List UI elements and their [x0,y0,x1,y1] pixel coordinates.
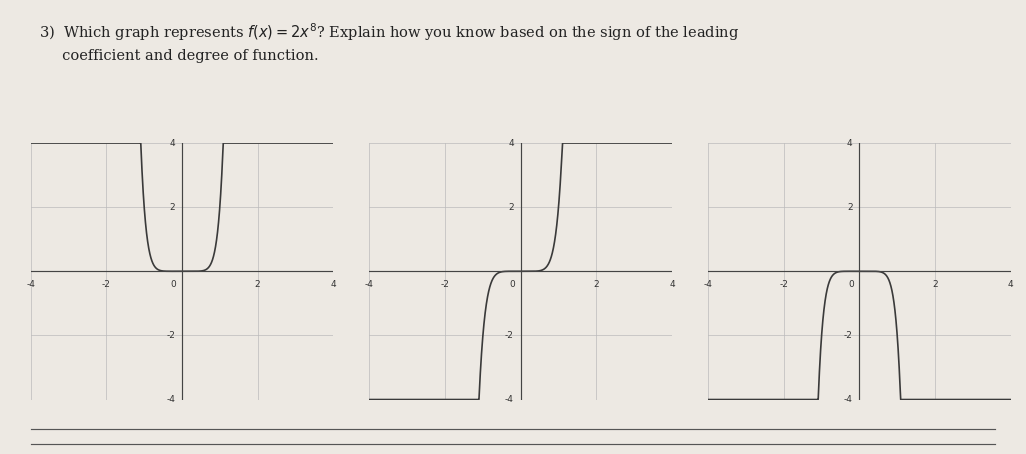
Text: 2: 2 [508,202,514,212]
Text: 4: 4 [1008,280,1014,289]
Text: 4: 4 [847,138,853,148]
Text: 2: 2 [169,202,175,212]
Text: 2: 2 [593,280,599,289]
Text: 2: 2 [847,202,853,212]
Text: 2: 2 [933,280,938,289]
Text: 3)  Which graph represents $f(x) = 2x^8$? Explain how you know based on the sign: 3) Which graph represents $f(x) = 2x^8$?… [39,22,740,63]
Text: -4: -4 [704,280,713,289]
Text: -4: -4 [505,395,514,404]
Text: 4: 4 [169,138,175,148]
Text: -2: -2 [843,331,853,340]
Text: -4: -4 [166,395,175,404]
Text: -2: -2 [102,280,111,289]
Text: -2: -2 [780,280,788,289]
Text: 4: 4 [669,280,675,289]
Text: -2: -2 [166,331,175,340]
Text: 4: 4 [330,280,336,289]
Text: -2: -2 [505,331,514,340]
Text: 4: 4 [508,138,514,148]
Text: 2: 2 [254,280,261,289]
Text: -4: -4 [365,280,373,289]
Text: -2: -2 [440,280,449,289]
Text: -4: -4 [27,280,35,289]
Text: 0: 0 [509,280,515,289]
Text: 0: 0 [170,280,176,289]
Text: 0: 0 [847,280,854,289]
Text: -4: -4 [843,395,853,404]
